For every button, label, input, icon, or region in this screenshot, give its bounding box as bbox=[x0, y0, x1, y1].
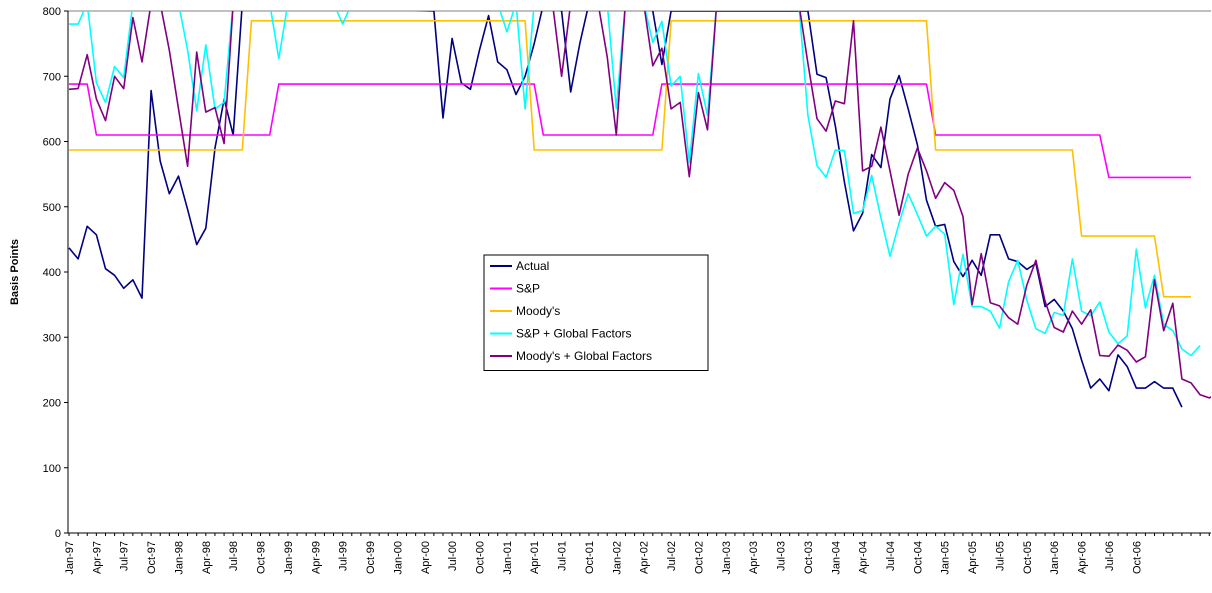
legend-label: S&P bbox=[516, 282, 540, 296]
x-tick-label: Jul-04 bbox=[885, 541, 897, 571]
y-tick-label: 700 bbox=[43, 71, 61, 83]
x-tick-label: Jul-03 bbox=[776, 541, 788, 571]
y-axis-label: Basis Points bbox=[9, 239, 21, 305]
x-tick-label: Jan-00 bbox=[392, 541, 404, 575]
x-tick-label: Jul-01 bbox=[557, 541, 569, 571]
legend-label: Actual bbox=[516, 259, 549, 273]
x-tick-label: Oct-00 bbox=[474, 541, 486, 574]
y-tick-label: 500 bbox=[43, 202, 61, 214]
x-tick-label: Apr-02 bbox=[639, 541, 651, 574]
x-tick-label: Jan-06 bbox=[1049, 541, 1061, 575]
x-tick-label: Jul-05 bbox=[994, 541, 1006, 571]
y-tick-label: 200 bbox=[43, 398, 61, 410]
x-tick-label: Apr-03 bbox=[748, 541, 760, 574]
x-tick-label: Jul-00 bbox=[447, 541, 459, 571]
x-tick-label: Jan-97 bbox=[64, 541, 76, 575]
x-tick-label: Jan-04 bbox=[830, 541, 842, 575]
x-tick-label: Jul-02 bbox=[666, 541, 678, 571]
legend-label: Moody's + Global Factors bbox=[516, 349, 652, 363]
x-tick-label: Oct-99 bbox=[365, 541, 377, 574]
x-tick-label: Jul-98 bbox=[228, 541, 240, 571]
series-line-moody-s bbox=[69, 20, 1191, 298]
x-tick-label: Oct-02 bbox=[693, 541, 705, 574]
x-tick-label: Oct-04 bbox=[912, 541, 924, 574]
x-tick-label: Jan-02 bbox=[611, 541, 623, 575]
x-tick-label: Jul-99 bbox=[338, 541, 350, 571]
x-tick-label: Jan-98 bbox=[173, 541, 185, 575]
x-tick-label: Jan-05 bbox=[940, 541, 952, 575]
x-tick-label: Oct-01 bbox=[584, 541, 596, 574]
series-line-s-p-global-factors bbox=[69, 11, 1201, 357]
series-line-actual bbox=[68, 11, 1183, 408]
x-tick-label: Apr-00 bbox=[420, 541, 432, 574]
x-tick-label: Jan-01 bbox=[502, 541, 514, 575]
x-tick-label: Jul-06 bbox=[1104, 541, 1116, 571]
y-tick-labels: 0 100 200 300 400 500 600 700 800 bbox=[43, 6, 61, 540]
legend-label: S&P + Global Factors bbox=[516, 327, 632, 341]
x-tick-label: Oct-98 bbox=[256, 541, 268, 574]
y-tick-label: 0 bbox=[55, 528, 61, 540]
legend-label: Moody's bbox=[516, 304, 560, 318]
y-tick-label: 600 bbox=[43, 137, 61, 149]
x-tick-label: Oct-03 bbox=[803, 541, 815, 574]
x-tick-label: Jan-99 bbox=[283, 541, 295, 575]
x-tick-label: Oct-05 bbox=[1022, 541, 1034, 574]
x-tick-label: Apr-99 bbox=[310, 541, 322, 574]
x-tick-label: Jan-03 bbox=[721, 541, 733, 575]
x-tick-label: Oct-06 bbox=[1131, 541, 1143, 574]
y-tick-label: 400 bbox=[43, 267, 61, 279]
series-layer bbox=[68, 11, 1211, 408]
series-line-s-p bbox=[69, 83, 1191, 179]
y-tick-label: 300 bbox=[43, 332, 61, 344]
y-tick-label: 100 bbox=[43, 463, 61, 475]
x-tick-label: Apr-06 bbox=[1077, 541, 1089, 574]
x-tick-label: Jul-97 bbox=[119, 541, 131, 571]
axes bbox=[64, 10, 1211, 536]
x-tick-label: Apr-01 bbox=[529, 541, 541, 574]
x-tick-label: Oct-97 bbox=[146, 541, 158, 574]
legend: Actual S&P Moody's S&P + Global Factors Mood… bbox=[483, 254, 709, 371]
y-tick-label: 800 bbox=[43, 6, 61, 18]
x-tick-label: Apr-04 bbox=[858, 541, 870, 574]
x-tick-label: Apr-05 bbox=[967, 541, 979, 574]
legend-box bbox=[483, 254, 709, 371]
series-line-moody-s-global-factors bbox=[68, 11, 1211, 399]
x-tick-label: Apr-98 bbox=[201, 541, 213, 574]
x-tick-labels: Jan-97 Apr-97 Jul-97 Oct-97 Jan-98 Apr-98 Jul-… bbox=[64, 541, 1143, 575]
x-tick-label: Apr-97 bbox=[91, 541, 103, 574]
